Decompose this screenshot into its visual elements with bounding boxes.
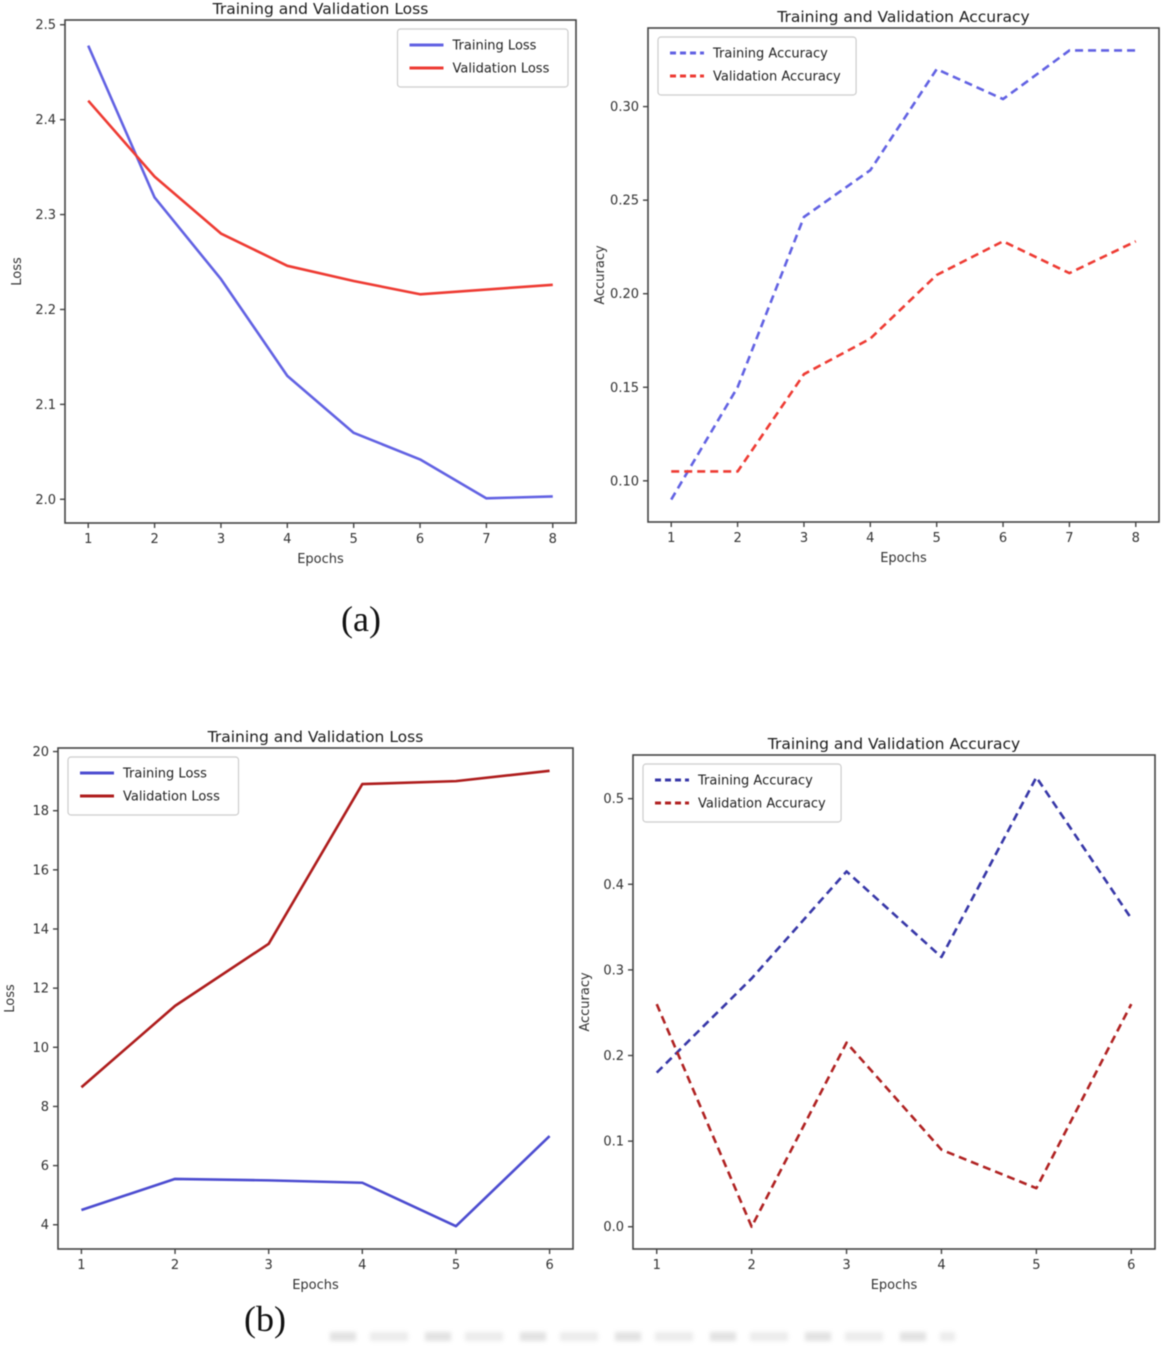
x-tick-label: 4 (358, 1258, 366, 1273)
legend-label: Training Accuracy (712, 47, 828, 62)
y-tick-label: 0.3 (603, 963, 624, 978)
x-tick-label: 1 (84, 532, 92, 547)
x-tick-label: 6 (999, 531, 1007, 546)
y-tick-label: 0.5 (603, 792, 624, 807)
validation-loss-line (80, 769, 550, 1089)
x-tick-label: 7 (1065, 531, 1073, 546)
y-axis-label: Accuracy (578, 972, 593, 1032)
y-axis-label: Loss (10, 257, 25, 286)
y-tick-label: 18 (32, 804, 49, 819)
legend-label: Validation Accuracy (713, 70, 841, 85)
chart-title: Training and Validation Accuracy (776, 8, 1029, 26)
x-tick-label: 6 (545, 1258, 553, 1273)
y-tick-label: 14 (32, 922, 49, 937)
x-tick-label: 4 (937, 1258, 945, 1273)
x-tick-label: 2 (171, 1258, 179, 1273)
x-tick-label: 1 (653, 1258, 661, 1273)
y-tick-label: 0.0 (603, 1220, 624, 1235)
y-tick-label: 2.5 (35, 18, 56, 33)
x-tick-label: 1 (667, 531, 675, 546)
y-tick-label: 0.30 (610, 100, 639, 115)
validation-accuracy-line (671, 240, 1137, 473)
y-tick-label: 2.4 (35, 113, 56, 128)
y-tick-label: 0.20 (610, 287, 639, 302)
figure-label-b: (b) (244, 1299, 286, 1339)
y-tick-label: 2.0 (35, 493, 56, 508)
x-tick-label: 4 (866, 531, 874, 546)
x-tick-label: 5 (452, 1258, 460, 1273)
legend-box (657, 36, 857, 96)
y-tick-label: 4 (41, 1218, 49, 1233)
legend-label: Training Loss (452, 39, 537, 54)
plot-border (57, 747, 574, 1250)
training-accuracy-line (655, 775, 1133, 1074)
y-tick-label: 8 (41, 1100, 49, 1115)
legend-label: Validation Loss (123, 790, 220, 805)
x-tick-label: 3 (800, 531, 808, 546)
chart-title: Training and Validation Loss (207, 728, 424, 746)
y-tick-label: 0.1 (603, 1135, 624, 1150)
training-accuracy-line (670, 49, 1136, 501)
x-axis-label: Epochs (880, 551, 927, 566)
training-loss-line (80, 1135, 551, 1228)
x-tick-label: 6 (416, 532, 424, 547)
x-tick-label: 7 (482, 532, 490, 547)
x-tick-label: 1 (77, 1258, 85, 1273)
legend-label: Training Accuracy (697, 774, 813, 789)
y-tick-label: 0.15 (610, 381, 639, 396)
plot-border (64, 19, 577, 524)
y-tick-label: 0.10 (610, 474, 639, 489)
validation-accuracy-line (655, 1003, 1133, 1229)
plot-border (632, 754, 1156, 1250)
x-tick-label: 3 (217, 532, 225, 547)
validation-loss-line (87, 99, 553, 296)
legend-box (642, 763, 842, 823)
x-tick-label: 8 (549, 532, 557, 547)
y-tick-label: 0.4 (603, 878, 624, 893)
plot-border (647, 27, 1160, 523)
y-tick-label: 2.2 (35, 303, 56, 318)
chart-title: Training and Validation Accuracy (767, 735, 1020, 753)
training-loss-line (87, 45, 553, 500)
legend-label: Validation Accuracy (698, 797, 826, 812)
x-tick-label: 6 (1127, 1258, 1135, 1273)
chart-title: Training and Validation Loss (212, 0, 429, 18)
y-tick-label: 2.1 (35, 398, 56, 413)
x-tick-label: 2 (747, 1258, 755, 1273)
x-axis-label: Epochs (292, 1278, 339, 1293)
x-tick-label: 4 (283, 532, 291, 547)
chart-accuracy-a: Training and Validation Accuracy 1 2 3 4 5 6 7 8… (593, 8, 1160, 566)
y-tick-label: 10 (32, 1041, 49, 1056)
artifact-smudge (330, 1332, 955, 1341)
x-tick-label: 3 (265, 1258, 273, 1273)
y-tick-label: 20 (32, 745, 49, 760)
x-axis-label: Epochs (297, 552, 344, 567)
y-tick-label: 0.25 (610, 194, 639, 209)
y-tick-label: 2.3 (35, 208, 56, 223)
x-tick-label: 5 (933, 531, 941, 546)
y-tick-label: 16 (32, 863, 49, 878)
legend-label: Validation Loss (453, 62, 550, 77)
figure-label-a: (a) (341, 599, 381, 639)
y-axis-label: Accuracy (593, 245, 608, 305)
x-tick-label: 3 (842, 1258, 850, 1273)
x-tick-label: 2 (733, 531, 741, 546)
x-tick-label: 5 (350, 532, 358, 547)
chart-accuracy-b: Training and Validation Accuracy 1 2 3 4 5 6 0.… (578, 735, 1156, 1293)
legend-label: Training Loss (122, 767, 207, 782)
chart-loss-a: Training and Validation Loss 1 2 3 4 5 6 7 8 2.0 2… (10, 0, 577, 567)
y-tick-label: 6 (41, 1159, 49, 1174)
x-tick-label: 5 (1032, 1258, 1040, 1273)
x-tick-label: 2 (150, 532, 158, 547)
y-tick-label: 0.2 (603, 1049, 624, 1064)
x-tick-label: 8 (1132, 531, 1140, 546)
y-tick-label: 12 (32, 982, 49, 997)
x-axis-label: Epochs (871, 1278, 918, 1293)
y-axis-label: Loss (3, 984, 18, 1013)
